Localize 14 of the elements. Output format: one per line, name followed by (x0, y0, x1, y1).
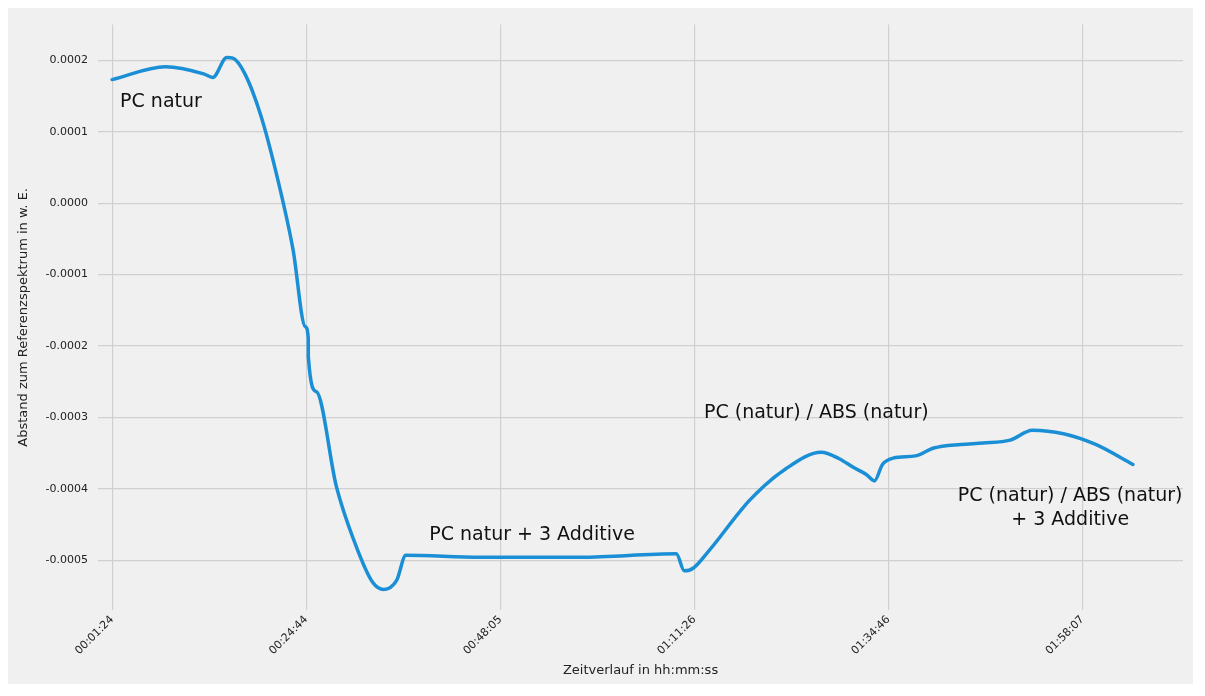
y-tick-label: -0.0003 (45, 410, 89, 424)
y-tick-label: 0.0001 (49, 124, 89, 138)
y-tick-label: 0.0000 (49, 195, 89, 209)
y-tick-label: -0.0002 (45, 338, 89, 352)
y-tick-label: -0.0005 (45, 553, 89, 567)
x-axis-title: Zeitverlauf in hh:mm:ss (562, 661, 719, 677)
annotation: PC natur + 3 Additive (429, 522, 635, 545)
y-tick-label: 0.0002 (49, 53, 89, 67)
annotation: PC natur (120, 89, 203, 112)
annotation: PC (natur) / ABS (natur) (703, 399, 929, 422)
y-tick-label: -0.0004 (45, 481, 89, 495)
y-tick-label: -0.0001 (45, 267, 89, 281)
y-axis-title: Abstand zum Referenzspektrum in w. E. (15, 188, 31, 447)
annotation: PC (natur) / ABS (natur) + 3 Additive (957, 482, 1183, 529)
